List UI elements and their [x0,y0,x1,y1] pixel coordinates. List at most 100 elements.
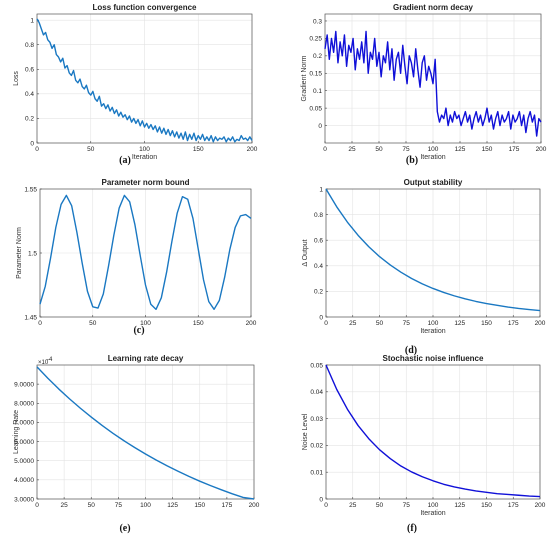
x-axis-label: Iteration [420,328,445,335]
subfigure-label: (a) [119,155,131,166]
y-tick-label: 0 [319,496,323,503]
y-tick-label: 0 [30,140,34,147]
y-axis-label: Δ Output [302,239,309,266]
x-tick-label: 150 [194,502,205,509]
x-tick-label: 100 [140,502,151,509]
x-tick-label: 200 [246,320,257,327]
y-axis-label: Parameter Norm [16,227,23,279]
panel-b: 0 25 50 75 100 125 150 175 200 0 0.05 0.1 0.15 0.2 0.2… [301,3,547,166]
panel-e: 0 25 50 75 100 125 150 175 200 3.0000 4.0000 5.0000… [13,354,260,534]
x-tick-label: 75 [403,320,411,327]
y-tick-label: 1.45 [24,314,37,321]
y-tick-label: 0.25 [309,36,322,43]
y-tick-label: 0.8 [314,212,323,219]
x-tick-label: 25 [348,146,356,153]
series-line [36,366,255,500]
x-tick-label: 150 [193,320,204,327]
y-tick-label: 1 [319,186,323,193]
series-line [324,30,542,137]
x-tick-label: 150 [193,146,204,153]
x-tick-label: 75 [402,146,410,153]
chart-title: Loss function convergence [92,3,197,12]
series-line [325,364,541,498]
x-tick-label: 25 [349,502,357,509]
x-tick-label: 125 [454,320,465,327]
x-tick-label: 50 [376,320,384,327]
x-tick-label: 50 [88,502,96,509]
x-tick-label: 0 [323,146,327,153]
x-tick-label: 200 [249,502,260,509]
x-tick-label: 25 [61,502,69,509]
x-tick-label: 175 [508,502,519,509]
x-tick-label: 0 [324,320,328,327]
x-tick-label: 175 [221,502,232,509]
chart-title: Gradient norm decay [393,3,474,12]
x-tick-label: 150 [482,146,493,153]
series-line [39,194,252,311]
x-tick-label: 0 [38,320,42,327]
x-tick-label: 150 [481,502,492,509]
x-tick-label: 125 [455,146,466,153]
x-tick-label: 200 [535,320,546,327]
x-tick-label: 50 [376,502,384,509]
y-tick-label: 7.0000 [14,420,34,427]
y-tick-label: 1.5 [28,250,37,257]
y-axis-label: Gradient Norm [301,55,308,101]
x-tick-label: 75 [403,502,411,509]
x-tick-label: 200 [535,502,546,509]
y-tick-label: 0.03 [310,416,323,423]
y-tick-label: 0.6 [314,238,323,245]
subfigure-label: (b) [406,155,418,166]
y-tick-label: 0.04 [310,389,323,396]
x-tick-label: 100 [428,502,439,509]
panel-c: 0 50 100 150 200 1.45 1.5 1.55 Parameter norm bo… [16,178,257,336]
subfigure-label: (d) [405,345,417,356]
axis-multiplier-exponent: -4 [47,357,53,363]
subfigure-label: (f) [407,523,417,534]
x-tick-label: 50 [375,146,383,153]
y-tick-label: 0 [318,123,322,130]
y-tick-label: 0.2 [314,289,323,296]
x-tick-label: 125 [167,502,178,509]
x-tick-label: 25 [349,320,357,327]
y-tick-label: 0.3 [313,18,322,25]
y-axis-label: Learning Rate [13,410,20,454]
y-tick-label: 0.2 [313,53,322,60]
x-tick-label: 0 [35,146,39,153]
y-tick-label: 9.0000 [14,381,34,388]
x-tick-label: 50 [87,146,95,153]
x-tick-label: 150 [481,320,492,327]
x-tick-label: 0 [35,502,39,509]
y-tick-label: 0.1 [313,88,322,95]
panel-a: 0 50 100 150 200 0 0.2 0.4 0.6 0.8 1 Loss function … [13,3,258,166]
x-tick-label: 100 [140,320,151,327]
y-tick-label: 6.0000 [14,439,34,446]
subfigure-label: (e) [119,523,130,534]
y-tick-label: 0.8 [25,42,34,49]
x-tick-label: 100 [139,146,150,153]
chart-title: Output stability [404,178,463,187]
x-tick-label: 50 [89,320,97,327]
chart-title: Stochastic noise influence [383,354,484,363]
y-tick-label: 0.01 [310,470,323,477]
panel-d: 0 25 50 75 100 125 150 175 200 0 0.2 0.4 0.6 0.8 1 Outp… [302,178,546,356]
x-tick-label: 100 [428,320,439,327]
y-tick-label: 3.0000 [14,496,34,503]
subfigure-label: (c) [133,325,144,336]
y-tick-label: 5.0000 [14,458,34,465]
y-tick-label: 1.55 [24,186,37,193]
y-axis-label: Noise Level [302,413,309,450]
y-tick-label: 1 [30,17,34,24]
y-tick-label: 0.05 [309,105,322,112]
axis-multiplier: ×10 [38,360,49,366]
x-tick-label: 175 [509,146,520,153]
x-axis-label: Iteration [420,510,445,517]
series-line [36,18,253,143]
y-tick-label: 0.02 [310,443,323,450]
panel-f: 0 25 50 75 100 125 150 175 200 0 0.01 0.02 0.03 0.04 0… [302,354,546,534]
chart-title: Parameter norm bound [101,178,189,187]
y-tick-label: 0.05 [310,362,323,369]
chart-title: Learning rate decay [108,354,184,363]
y-tick-label: 0.4 [314,263,323,270]
